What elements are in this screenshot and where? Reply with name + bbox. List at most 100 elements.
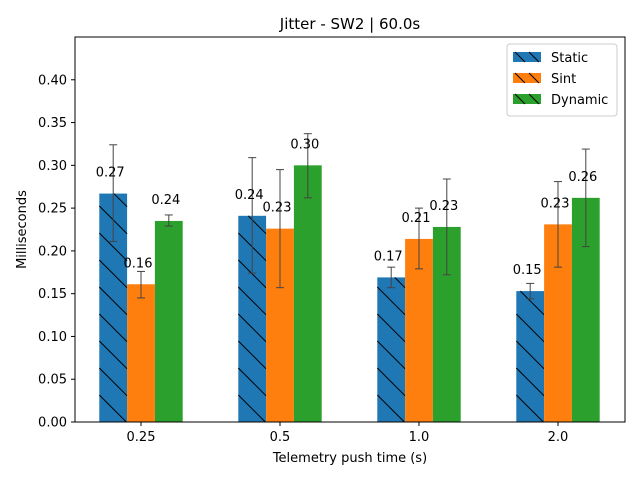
error-bar xyxy=(526,282,535,300)
hatch-line xyxy=(515,313,545,343)
hatch-line xyxy=(237,313,267,343)
data-label: 0.23 xyxy=(541,196,570,211)
hatch-line xyxy=(237,394,266,422)
hatch-line xyxy=(98,313,128,343)
bar-dynamic-0.5 xyxy=(293,165,322,422)
data-label: 0.24 xyxy=(235,188,264,203)
x-tick-label: 0.25 xyxy=(127,430,156,445)
data-label: 0.16 xyxy=(124,256,153,271)
legend-swatch xyxy=(513,94,541,104)
data-label: 0.27 xyxy=(96,166,125,181)
hatch-line xyxy=(113,193,128,208)
error-bar xyxy=(554,181,562,268)
y-tick-label: 0.30 xyxy=(38,159,67,174)
error-bar xyxy=(248,157,257,274)
y-axis: 0.00 0.05 0.10 0.15 0.20 0.25 0.30 0.35 0.40 xyxy=(38,73,75,431)
legend-swatch xyxy=(513,52,541,62)
error-bar xyxy=(137,270,145,299)
error-bar xyxy=(387,266,396,289)
legend-hatch-line xyxy=(514,93,526,105)
data-label: 0.21 xyxy=(402,211,431,226)
error-bar xyxy=(164,214,173,227)
hatch-line xyxy=(394,277,406,289)
data-labels-layer: 0.270.240.170.150.160.230.210.230.240.30… xyxy=(96,137,598,278)
bar-dynamic-0.25 xyxy=(154,220,183,422)
y-axis-title: Milliseconds xyxy=(15,190,30,269)
data-label: 0.17 xyxy=(374,249,403,264)
legend-label: Sint xyxy=(551,72,576,87)
hatch-line xyxy=(237,259,267,289)
error-bars-layer xyxy=(109,133,590,300)
hatch-line xyxy=(247,215,267,235)
hatch-line xyxy=(98,286,128,316)
legend-hatch-line xyxy=(528,51,540,63)
bar-group xyxy=(515,290,545,422)
bar-sint-1.0 xyxy=(405,238,433,422)
hatch-line xyxy=(376,286,406,316)
hatch-line xyxy=(515,340,545,370)
error-bar xyxy=(303,133,312,199)
y-tick-label: 0.15 xyxy=(38,287,67,302)
legend-hatch-line xyxy=(528,93,540,105)
legend-item-sint: Sint xyxy=(513,72,576,87)
legend-hatch-line xyxy=(514,72,526,84)
hatch-line xyxy=(98,232,128,262)
hatch-line xyxy=(98,394,127,422)
legend-item-dynamic: Dynamic xyxy=(513,93,608,108)
x-axis: 0.25 0.5 1.0 2.0 xyxy=(127,422,569,445)
data-label: 0.23 xyxy=(263,201,292,216)
bar-group xyxy=(376,277,406,422)
error-bar xyxy=(109,144,118,242)
data-label: 0.15 xyxy=(513,263,542,278)
y-tick-label: 0.40 xyxy=(38,73,67,88)
hatch-line xyxy=(376,313,406,343)
y-tick-label: 0.20 xyxy=(38,244,67,259)
y-tick-label: 0.00 xyxy=(38,416,67,431)
bar-sint-0.25 xyxy=(127,284,155,422)
data-label: 0.24 xyxy=(151,193,180,208)
data-label: 0.30 xyxy=(290,137,319,152)
hatch-line xyxy=(98,259,128,289)
y-tick-label: 0.25 xyxy=(38,202,67,217)
hatch-line xyxy=(237,367,267,397)
hatch-line xyxy=(98,340,128,370)
x-tick-label: 1.0 xyxy=(409,430,430,445)
y-tick-label: 0.05 xyxy=(38,373,67,388)
error-bar xyxy=(581,148,590,248)
legend-label: Static xyxy=(551,51,588,66)
hatch-line xyxy=(376,394,405,422)
data-label: 0.23 xyxy=(429,199,458,214)
bar-group xyxy=(154,220,183,422)
x-tick-label: 0.5 xyxy=(270,430,291,445)
legend-hatch-line xyxy=(514,51,526,63)
hatch-line xyxy=(376,367,406,397)
legend-swatch xyxy=(513,73,541,83)
data-label: 0.26 xyxy=(568,170,597,185)
hatch-line xyxy=(237,340,267,370)
hatch-line xyxy=(515,394,544,422)
hatch-line xyxy=(520,290,545,316)
plot-frame xyxy=(74,36,626,423)
bar-static-1.0 xyxy=(377,277,406,422)
error-bar xyxy=(442,178,451,276)
hatch-line xyxy=(98,367,128,397)
y-tick-label: 0.10 xyxy=(38,330,67,345)
error-bar xyxy=(415,207,423,270)
legend-hatch-line xyxy=(528,72,540,84)
chart-title: Jitter - SW2 | 60.0s xyxy=(279,15,421,33)
y-tick-label: 0.35 xyxy=(38,116,67,131)
legend-label: Dynamic xyxy=(551,93,608,108)
hatch-line xyxy=(515,367,545,397)
x-tick-label: 2.0 xyxy=(548,430,569,445)
hatch-line xyxy=(376,340,406,370)
bar-group xyxy=(293,165,322,422)
hatch-line xyxy=(237,286,267,316)
x-axis-title: Telemetry push time (s) xyxy=(272,451,427,466)
bar-group xyxy=(127,284,155,422)
legend-item-static: Static xyxy=(513,51,588,66)
bar-group xyxy=(405,238,433,422)
error-bar xyxy=(276,169,284,289)
legend: Static Sint Dynamic xyxy=(506,43,618,117)
bars-layer xyxy=(98,165,600,422)
